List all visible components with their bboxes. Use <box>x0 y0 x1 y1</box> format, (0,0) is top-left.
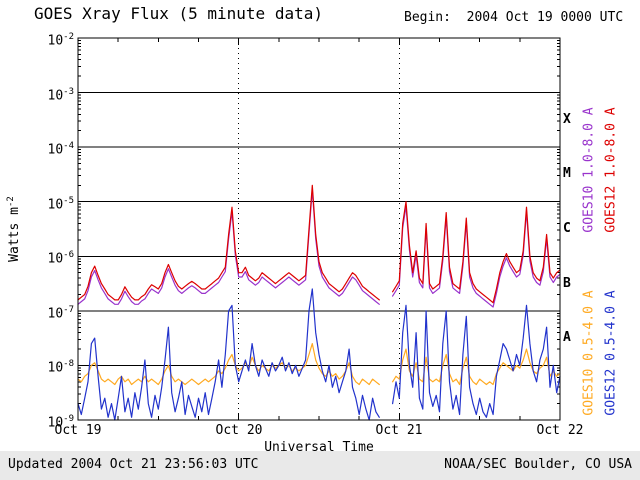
flare-class-label: B <box>563 275 571 291</box>
y-axis-tick-label: 10-9 <box>47 414 75 431</box>
flare-class-label: A <box>563 330 571 346</box>
legend-goes10-long: GOES10 1.0-8.0 A <box>581 107 597 233</box>
y-axis-tick-label: 10-5 <box>47 195 75 213</box>
flare-class-label: X <box>563 111 571 127</box>
y-axis-tick-label: 10-4 <box>47 141 75 158</box>
x-axis-tick-label: Oct 21 <box>375 423 423 438</box>
updated-timestamp: Updated 2004 Oct 21 23:56:03 UTC <box>8 457 259 472</box>
flare-class-label: M <box>563 166 571 182</box>
y-axis-tick-label: 10-7 <box>47 304 75 322</box>
footer-strip <box>0 451 640 480</box>
legend-goes12-short: GOES12 0.5-4.0 A <box>603 290 619 416</box>
source-credit: NOAA/SEC Boulder, CO USA <box>444 457 632 472</box>
y-axis-tick-label: 10-8 <box>47 359 75 376</box>
x-axis-tick-label: Oct 22 <box>536 423 584 438</box>
y-axis-tick-label: 10-3 <box>47 86 75 103</box>
chart-title: GOES Xray Flux (5 minute data) <box>34 4 323 23</box>
flare-class-label: C <box>563 221 571 236</box>
y-axis-tick-label: 10-2 <box>47 32 75 49</box>
y-axis-tick-label: 10-6 <box>47 250 75 267</box>
legend-goes12-long: GOES12 1.0-8.0 A <box>603 107 619 233</box>
x-axis-tick-label: Oct 19 <box>54 423 102 438</box>
legend-goes10-short: GOES10 0.5-4.0 A <box>581 290 597 416</box>
begin-time-label: Begin: 2004 Oct 19 0000 UTC <box>404 10 624 25</box>
x-axis-tick-label: Oct 20 <box>215 423 263 438</box>
